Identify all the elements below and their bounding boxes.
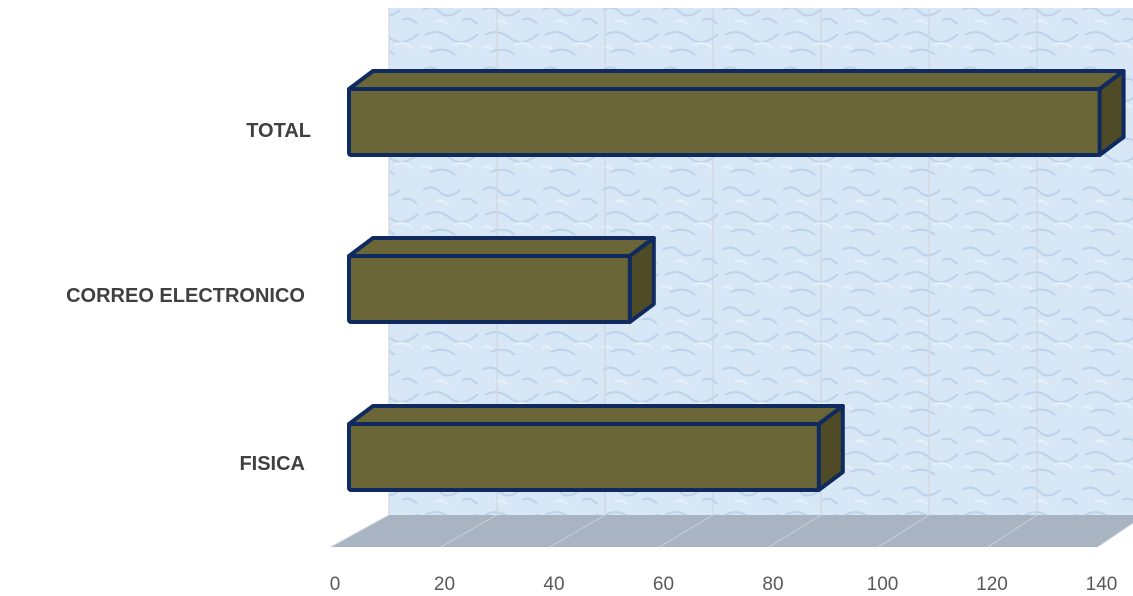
gridline-floor-100 bbox=[878, 514, 930, 548]
chart-floor bbox=[331, 515, 1133, 547]
category-label: CORREO ELECTRONICO bbox=[66, 285, 305, 307]
bar-top-face bbox=[347, 69, 1126, 91]
bar-front-face bbox=[347, 87, 1102, 157]
floor-plane bbox=[331, 515, 1133, 547]
bar-top-face bbox=[347, 236, 656, 258]
gridline-floor-40 bbox=[549, 514, 606, 548]
x-tick-label: 80 bbox=[762, 574, 783, 595]
value-axis-tick-labels: 0 20 40 60 80 100 120 140 bbox=[330, 574, 1118, 595]
x-tick-label: 120 bbox=[976, 574, 1008, 595]
category-label: TOTAL bbox=[246, 120, 311, 142]
x-tick-label: 100 bbox=[867, 574, 899, 595]
gridline-floor-60 bbox=[659, 514, 714, 548]
bar-front-face bbox=[347, 422, 821, 492]
x-tick-label: 40 bbox=[543, 574, 564, 595]
x-tick-label: 60 bbox=[653, 574, 674, 595]
chart-bars bbox=[347, 69, 1126, 492]
category-label: FISICA bbox=[239, 453, 305, 475]
bar-fisica bbox=[347, 404, 845, 492]
bar-correo-electronico bbox=[347, 236, 656, 324]
category-axis-labels: TOTAL CORREO ELECTRONICO FISICA bbox=[66, 120, 311, 475]
x-tick-label: 0 bbox=[330, 574, 341, 595]
gridline-floor-80 bbox=[768, 514, 822, 548]
x-tick-label: 20 bbox=[434, 574, 455, 595]
gridline-floor-20 bbox=[440, 514, 498, 548]
bar-front-face bbox=[347, 254, 632, 324]
gridline-floor-140 bbox=[1097, 522, 1133, 548]
bar-top-face bbox=[347, 404, 845, 426]
bar-total bbox=[347, 69, 1126, 157]
gridline-floor-0 bbox=[330, 514, 390, 548]
x-tick-label: 140 bbox=[1086, 574, 1118, 595]
gridline-floor-120 bbox=[987, 514, 1038, 548]
